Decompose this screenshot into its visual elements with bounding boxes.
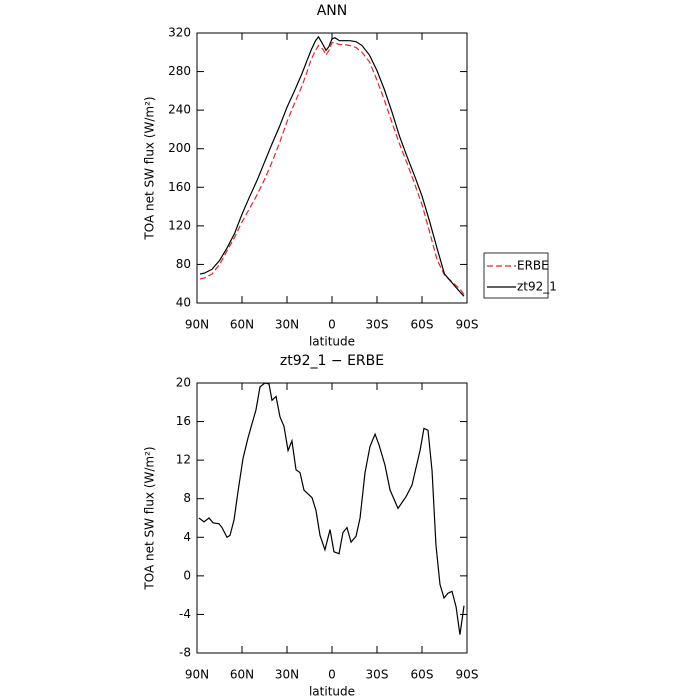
y-tick-label: 8 [183,491,191,505]
y-axis-label: TOA net SW flux (W/m²) [143,446,157,590]
y-tick-label: 320 [168,26,191,40]
x-tick-label: 30N [275,318,299,332]
y-tick-label: 20 [176,376,191,390]
y-tick-label: 80 [176,257,191,271]
chart-title: ANN [317,3,348,19]
y-tick-label: 16 [176,414,191,428]
x-axis-label: latitude [309,685,355,699]
y-tick-label: 4 [183,530,191,544]
y-tick-label: 0 [183,568,191,582]
x-tick-label: 90N [185,318,209,332]
x-tick-label: 90S [456,318,479,332]
x-tick-label: 30N [275,668,299,682]
y-tick-label: 160 [168,180,191,194]
chart-title: zt92_1 − ERBE [280,353,384,369]
y-tick-label: 240 [168,103,191,117]
y-tick-label: -4 [179,607,191,621]
data-line [198,382,465,635]
x-tick-label: 90S [456,668,479,682]
x-tick-label: 60N [230,668,254,682]
x-tick-label: 30S [366,668,389,682]
x-tick-label: 90N [185,668,209,682]
x-tick-label: 60S [411,318,434,332]
y-tick-label: 12 [176,453,191,467]
legend-label: ERBE [517,259,549,273]
y-tick-label: 200 [168,141,191,155]
data-line [199,42,465,295]
x-tick-label: 60S [411,668,434,682]
x-tick-label: 0 [328,318,336,332]
plot-frame [196,32,468,304]
data-line [199,35,465,297]
y-tick-label: 280 [168,64,191,78]
x-tick-label: 30S [366,318,389,332]
y-tick-label: -8 [179,646,191,660]
x-axis-label: latitude [309,335,355,349]
y-tick-label: 120 [168,218,191,232]
y-tick-label: 40 [176,296,191,310]
x-tick-label: 60N [230,318,254,332]
legend-label: zt92_1 [517,280,557,294]
x-tick-label: 0 [328,668,336,682]
legend-frame [483,252,549,299]
y-axis-label: TOA net SW flux (W/m²) [143,96,157,240]
plot-frame [196,382,468,654]
